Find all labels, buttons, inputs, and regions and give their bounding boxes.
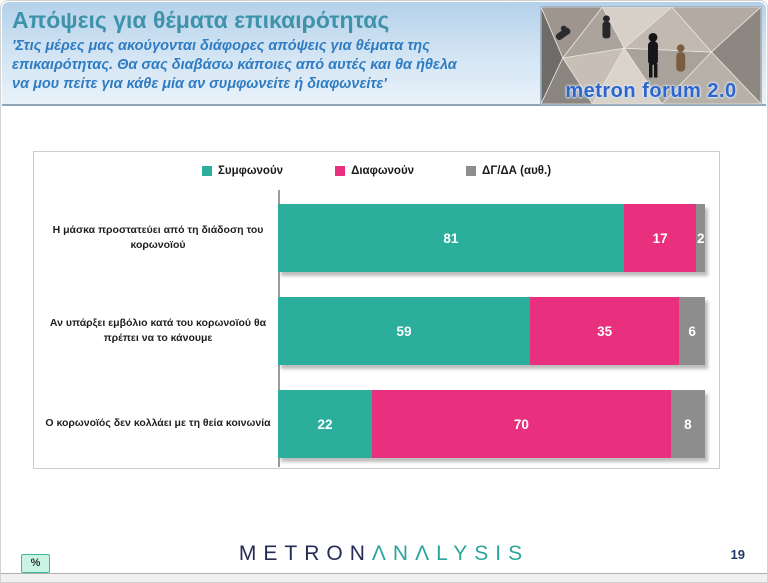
- logo-caption: metron forum 2.0: [565, 80, 737, 102]
- bars-area: Η μάσκα προστατεύει από τη διάδοση του κ…: [34, 204, 719, 483]
- category-label: Ο κορωνοϊός δεν κολλάει με τη θεία κοινω…: [45, 417, 271, 430]
- people-silhouettes: [555, 15, 686, 78]
- bar-value: 81: [443, 230, 459, 246]
- legend-swatch: [201, 166, 212, 176]
- legend-label: Συμφωνούν: [217, 165, 284, 177]
- legend-swatch: [335, 166, 346, 176]
- bar-segment: 59: [278, 297, 530, 365]
- bar-value: 35: [597, 323, 613, 339]
- legend-item: ΔΓ/ΔΑ (αυθ.): [466, 165, 551, 177]
- bar-value: 70: [513, 416, 529, 432]
- brand-logo: METRONΛNΛLYSIS: [1, 542, 767, 566]
- page-subtitle: 'Στις μέρες μας ακούγονται διάφορες απόψ…: [12, 38, 457, 92]
- brand-analysis: ΛNΛLYSIS: [371, 542, 530, 565]
- footer-strip: [1, 574, 767, 582]
- bar-row: Ο κορωνοϊός δεν κολλάει με τη θεία κοινω…: [34, 390, 719, 458]
- bar-segment: 6: [679, 297, 705, 365]
- header-band: Απόψεις για θέματα επικαιρότητας 'Στις μ…: [2, 2, 766, 106]
- bar-segment: 70: [371, 390, 671, 458]
- legend-item: Συμφωνούν: [201, 165, 284, 177]
- bar-track: 81 17 2: [278, 204, 705, 272]
- category-label: Η μάσκα προστατεύει από τη διάδοση του κ…: [52, 223, 264, 251]
- metron-forum-logo: metron forum 2.0: [540, 6, 762, 105]
- legend-swatch: [466, 166, 477, 176]
- mosaic-photo-image: [541, 7, 761, 104]
- chart-legend: Συμφωνούν Διαφωνούν ΔΓ/ΔΑ (αυθ.): [34, 165, 719, 177]
- bar-value: 2: [696, 230, 705, 246]
- page-number: 19: [730, 547, 745, 562]
- legend-item: Διαφωνούν: [335, 165, 414, 177]
- legend-label: Διαφωνούν: [351, 165, 415, 177]
- bar-value: 59: [396, 323, 412, 339]
- percent-badge: %: [21, 554, 50, 573]
- bar-segment: 2: [696, 204, 705, 272]
- bar-row: Η μάσκα προστατεύει από τη διάδοση του κ…: [34, 204, 719, 272]
- bar-segment: 22: [278, 390, 372, 458]
- bar-segment: 81: [278, 204, 624, 272]
- page-title: Απόψεις για θέματα επικαιρότητας: [12, 7, 390, 33]
- bar-value: 22: [317, 416, 333, 432]
- bar-value: 17: [652, 230, 668, 246]
- bar-track: 22 70 8: [278, 390, 705, 458]
- brand-metron: METRON: [238, 542, 372, 565]
- category-label: Αν υπάρξει εμβόλιο κατά του κορωνοϊού θα…: [49, 316, 267, 344]
- footer-divider: [1, 573, 767, 574]
- bar-value: 6: [688, 323, 696, 339]
- bar-row: Αν υπάρξει εμβόλιο κατά του κορωνοϊού θα…: [34, 297, 719, 365]
- bar-value: 8: [684, 416, 692, 432]
- bar-segment: 35: [529, 297, 680, 365]
- bar-segment: 8: [670, 390, 705, 458]
- chart-panel: Συμφωνούν Διαφωνούν ΔΓ/ΔΑ (αυθ.) Η μάσκα π…: [33, 151, 720, 469]
- bar-track: 59 35 6: [278, 297, 705, 365]
- legend-label: ΔΓ/ΔΑ (αυθ.): [482, 165, 552, 177]
- bar-segment: 17: [623, 204, 697, 272]
